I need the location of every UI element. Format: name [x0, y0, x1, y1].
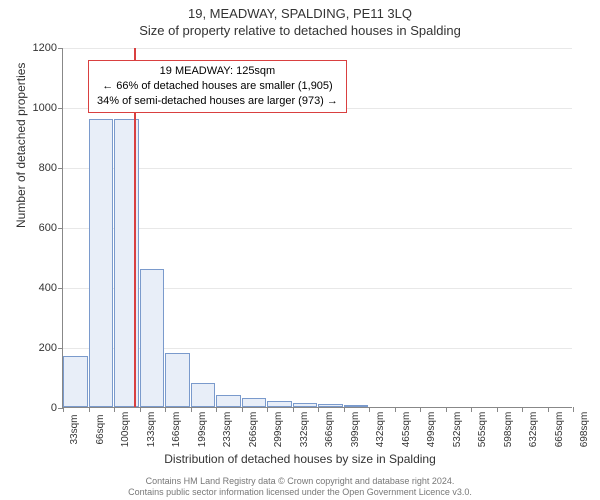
- footer-line2: Contains public sector information licen…: [0, 487, 600, 498]
- histogram-bar: [89, 119, 114, 407]
- x-tick-mark: [63, 407, 64, 412]
- y-tick-label: 400: [39, 282, 63, 294]
- x-tick-label: 499sqm: [420, 412, 437, 448]
- x-tick-label: 133sqm: [140, 412, 157, 448]
- histogram-bar: [191, 383, 216, 407]
- x-tick-label: 199sqm: [191, 412, 208, 448]
- grid-line: [63, 48, 572, 49]
- annotation-line3: 34% of semi-detached houses are larger (…: [97, 94, 338, 109]
- grid-line: [63, 168, 572, 169]
- x-tick-label: 100sqm: [114, 412, 131, 448]
- x-tick-label: 432sqm: [369, 412, 386, 448]
- x-tick-label: 665sqm: [548, 412, 565, 448]
- x-axis-label: Distribution of detached houses by size …: [0, 452, 600, 466]
- y-tick-label: 200: [39, 342, 63, 354]
- x-tick-label: 598sqm: [497, 412, 514, 448]
- x-tick-label: 565sqm: [471, 412, 488, 448]
- x-tick-label: 366sqm: [318, 412, 335, 448]
- annotation-box: 19 MEADWAY: 125sqm ← 66% of detached hou…: [88, 60, 347, 113]
- x-tick-label: 233sqm: [216, 412, 233, 448]
- histogram-bar: [267, 401, 292, 407]
- x-tick-mark: [89, 407, 90, 412]
- x-tick-label: 332sqm: [293, 412, 310, 448]
- title-block: 19, MEADWAY, SPALDING, PE11 3LQ Size of …: [0, 0, 600, 38]
- y-tick-label: 1000: [33, 102, 63, 114]
- y-tick-label: 600: [39, 222, 63, 234]
- x-tick-label: 266sqm: [242, 412, 259, 448]
- x-tick-label: 399sqm: [344, 412, 361, 448]
- histogram-bar: [165, 353, 190, 407]
- footer-line1: Contains HM Land Registry data © Crown c…: [0, 476, 600, 487]
- x-tick-label: 299sqm: [267, 412, 284, 448]
- y-tick-label: 800: [39, 162, 63, 174]
- histogram-bar: [140, 269, 165, 407]
- y-tick-label: 0: [51, 402, 63, 414]
- grid-line: [63, 228, 572, 229]
- x-tick-label: 532sqm: [446, 412, 463, 448]
- address-title: 19, MEADWAY, SPALDING, PE11 3LQ: [0, 6, 600, 21]
- footer: Contains HM Land Registry data © Crown c…: [0, 476, 600, 498]
- chart-area: 02004006008001000120033sqm66sqm100sqm133…: [62, 48, 572, 408]
- y-tick-label: 1200: [33, 42, 63, 54]
- histogram-bar: [318, 404, 343, 407]
- annotation-line2: ← 66% of detached houses are smaller (1,…: [97, 79, 338, 94]
- histogram-bar: [63, 356, 88, 407]
- x-tick-label: 632sqm: [522, 412, 539, 448]
- histogram-bar: [293, 403, 318, 408]
- x-tick-label: 465sqm: [395, 412, 412, 448]
- x-tick-label: 33sqm: [63, 414, 80, 444]
- x-tick-label: 166sqm: [165, 412, 182, 448]
- x-tick-label: 698sqm: [573, 412, 590, 448]
- histogram-bar: [216, 395, 241, 407]
- histogram-bar: [242, 398, 267, 407]
- chart-container: 19, MEADWAY, SPALDING, PE11 3LQ Size of …: [0, 0, 600, 500]
- x-tick-label: 66sqm: [89, 414, 106, 444]
- y-axis-label: Number of detached properties: [14, 63, 28, 228]
- histogram-bar: [344, 405, 369, 407]
- annotation-line1: 19 MEADWAY: 125sqm: [97, 64, 338, 79]
- chart-subtitle: Size of property relative to detached ho…: [0, 23, 600, 38]
